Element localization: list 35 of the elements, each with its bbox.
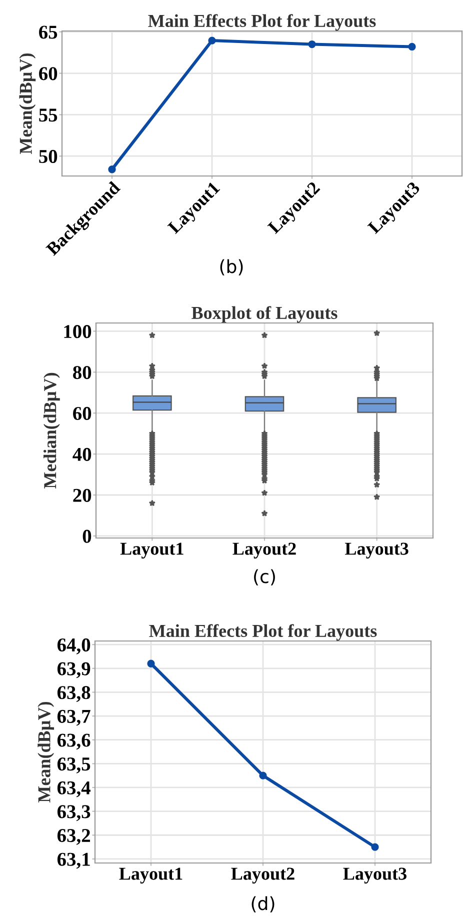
x-tick-label: Layout1: [119, 868, 182, 884]
y-tick-label: 63,2: [57, 829, 90, 845]
text: (d): [252, 896, 274, 912]
chart-title: Boxplot of Layouts: [192, 306, 338, 323]
x-tick-label: Layout2: [232, 542, 296, 559]
y-tick-label: 63,5: [57, 758, 90, 774]
y-tick-label: 50: [39, 150, 58, 164]
y-tick-label: 20: [73, 488, 92, 502]
y-tick-label: 63,9: [57, 662, 90, 678]
y-tick-label: 63,3: [57, 805, 90, 822]
y-tick-label: 63,7: [57, 710, 90, 726]
x-tick-label: Layout2: [231, 868, 294, 884]
x-tick-label: Layout3: [343, 868, 406, 884]
y-axis-title: Mean(dBµV): [38, 702, 54, 803]
chart-title: Main Effects Plot for Layouts: [148, 14, 376, 31]
chart-title: Main Effects Plot for Layouts: [149, 624, 377, 641]
y-tick-label: 80: [73, 366, 92, 380]
x-tick-label: Layout1: [120, 542, 184, 559]
y-tick-label: 0: [82, 530, 92, 543]
y-tick-label: 100: [64, 325, 92, 338]
y-tick-label: 63,6: [57, 734, 90, 750]
text: (b): [220, 259, 243, 276]
y-tick-label: 65: [39, 26, 58, 39]
y-tick-label: 60: [39, 67, 58, 80]
text: (c): [254, 569, 275, 586]
y-axis-title: Mean(dBµV): [19, 53, 36, 154]
y-tick-label: 55: [39, 108, 58, 122]
y-tick-label: 64,0: [57, 638, 90, 654]
x-tick-label: Layout3: [345, 542, 408, 559]
y-tick-label: 60: [73, 406, 92, 420]
y-tick-label: 63,1: [57, 852, 90, 869]
y-tick-label: 63,8: [57, 686, 90, 702]
y-tick-label: 40: [72, 448, 92, 461]
y-axis-title: Median(dBµV): [44, 372, 60, 489]
y-tick-label: 63,4: [57, 781, 90, 798]
